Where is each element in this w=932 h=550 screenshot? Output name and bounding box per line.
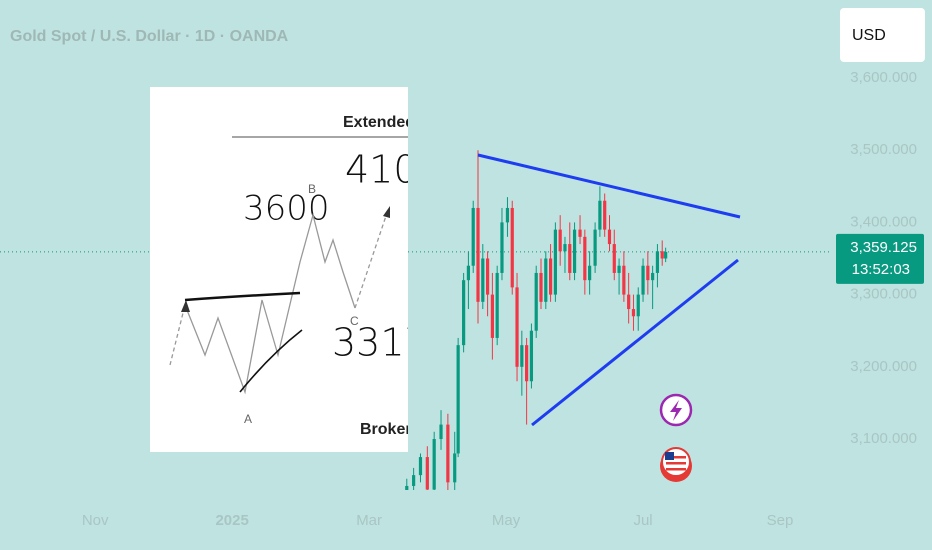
candle-body — [405, 485, 409, 490]
candle-body — [563, 244, 567, 252]
candle-body — [495, 272, 499, 338]
candle-body — [534, 272, 538, 331]
candle-body — [631, 309, 636, 317]
candle-body — [607, 229, 612, 245]
candle-body — [525, 345, 529, 382]
candle-body — [485, 258, 490, 295]
x-tick-label: May — [492, 512, 521, 529]
candle-body — [617, 265, 621, 273]
trend-line — [477, 153, 741, 219]
candle-body — [612, 244, 616, 273]
inset-text: Broken — [360, 421, 415, 438]
inset-text: 4100 — [345, 148, 442, 192]
x-tick-label: Jul — [633, 512, 652, 529]
candle-body — [446, 424, 450, 483]
trend-line — [531, 258, 739, 427]
candle-body — [544, 258, 548, 302]
x-tick-label: Sep — [767, 512, 794, 529]
candle-body — [548, 258, 553, 295]
inset-stroke — [239, 329, 303, 393]
candle-body — [481, 258, 485, 302]
candle-body — [412, 475, 416, 486]
x-tick-label: Nov — [82, 512, 109, 529]
inset-stroke — [184, 291, 301, 302]
candle-body — [664, 251, 668, 259]
price-box — [836, 233, 924, 284]
candle-body — [500, 222, 504, 273]
inset-text: B — [308, 182, 316, 196]
icon-lightning — [659, 393, 693, 427]
candle-body — [660, 251, 664, 259]
candle-body — [462, 280, 466, 346]
candle-body — [453, 453, 457, 483]
x-tick-label: 2025 — [215, 512, 248, 529]
candle-body — [578, 229, 582, 237]
candle-body — [456, 345, 460, 454]
candle-body — [636, 294, 640, 317]
y-tick-label: 3,100.000 — [850, 430, 917, 447]
inset-text: A — [244, 412, 252, 426]
y-tick-label: 3,500.000 — [850, 141, 917, 158]
candle-body — [588, 265, 592, 281]
candle-body — [593, 229, 597, 266]
candle-body — [471, 207, 475, 266]
candle-body — [510, 207, 514, 288]
y-tick-label: 3,400.000 — [850, 213, 917, 230]
candle-body — [490, 294, 494, 338]
candle-body — [598, 200, 602, 230]
icon-flag — [660, 447, 692, 482]
inset-image: Extended 4100 3600 B 3317 C A Broken — [150, 87, 442, 452]
candle-body — [529, 330, 534, 382]
candle-body — [425, 457, 429, 490]
candle-body — [572, 229, 577, 273]
inset-text: 3317 — [332, 321, 429, 365]
inset-path — [169, 304, 186, 366]
candle-body — [466, 265, 471, 281]
candle-body — [432, 439, 436, 490]
price-label: 3,359.125 — [850, 239, 917, 256]
candle-body — [651, 272, 655, 281]
candle-body — [655, 251, 660, 273]
inset-path — [184, 212, 356, 395]
inset-text: Extended — [343, 114, 415, 131]
y-tick-label: 3,600.000 — [850, 69, 917, 86]
axes: 3,100.000 3,200.000 3,300.000 3,400.000 3,50… — [82, 69, 924, 529]
inset-arrow — [181, 300, 190, 312]
candle-body — [515, 287, 519, 367]
inset-bg — [150, 87, 408, 452]
candle-body — [476, 207, 480, 302]
candle-body — [568, 244, 572, 273]
inset-text: 3600 — [243, 189, 330, 229]
y-tick-label: 3,300.000 — [850, 286, 917, 303]
candles — [405, 150, 668, 490]
candle-body — [439, 424, 443, 440]
countdown: 13:52:03 — [852, 261, 910, 278]
candle-body — [558, 229, 562, 252]
candle-body — [539, 272, 543, 302]
candle-body — [553, 229, 557, 295]
candle-body — [603, 200, 607, 230]
y-tick-label: 3,200.000 — [850, 358, 917, 375]
currency-button[interactable] — [840, 8, 925, 62]
candle-body — [418, 457, 423, 476]
candle-body — [641, 265, 645, 295]
candle-body — [583, 236, 587, 281]
x-tick-label: Mar — [356, 512, 382, 529]
candle-body — [520, 345, 524, 367]
inset-text: C — [350, 314, 359, 328]
inset-arrow — [383, 206, 390, 218]
candle-body — [646, 265, 650, 281]
inset-path — [354, 209, 389, 309]
chart-title: Gold Spot / U.S. Dollar · 1D · OANDA — [10, 28, 289, 45]
candle-body — [622, 265, 626, 295]
candle-body — [505, 207, 510, 223]
currency-label[interactable]: USD — [852, 27, 886, 44]
candle-body — [627, 294, 631, 310]
